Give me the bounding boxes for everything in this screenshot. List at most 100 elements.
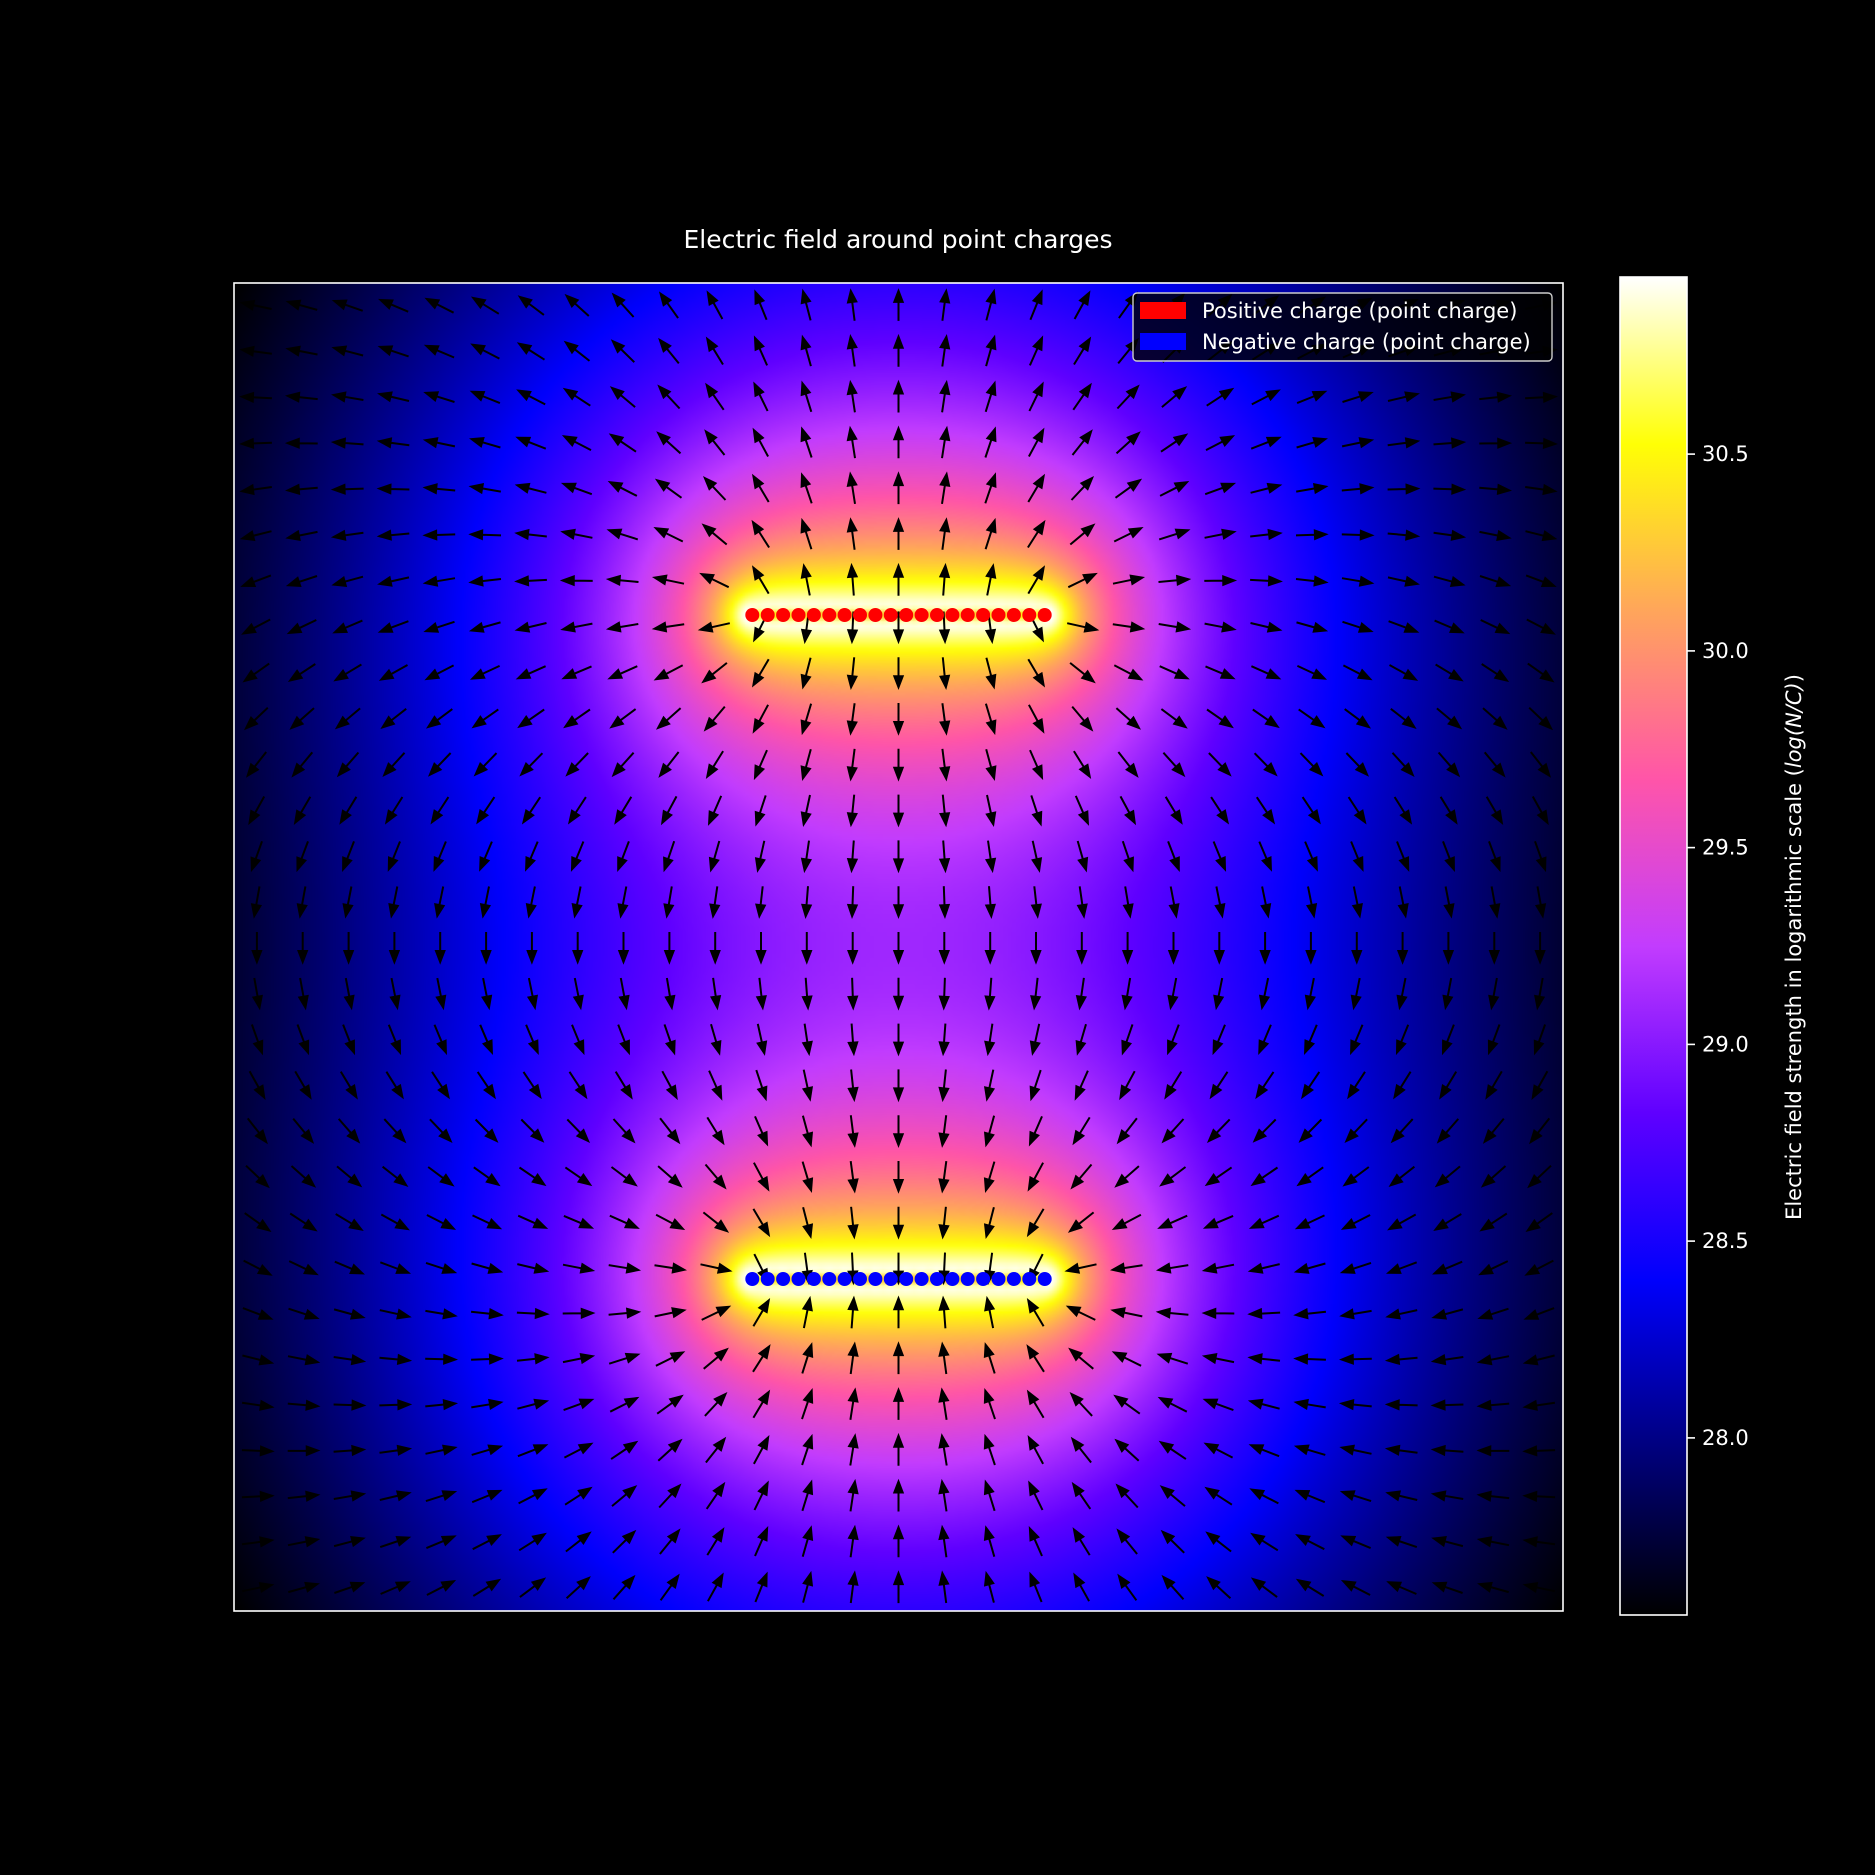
field-arrow <box>1072 1527 1091 1556</box>
field-arrow <box>423 391 455 403</box>
field-arrow <box>1430 1490 1464 1502</box>
field-arrow <box>663 932 676 965</box>
field-arrow <box>984 472 997 504</box>
field-arrow <box>288 1307 320 1320</box>
field-arrow <box>984 517 997 550</box>
field-arrow <box>892 288 905 321</box>
field-arrow <box>296 1024 310 1056</box>
field-arrow <box>655 1351 686 1367</box>
field-arrow <box>522 1071 542 1100</box>
field-arrow <box>1251 389 1281 406</box>
field-arrow <box>654 1262 687 1274</box>
field-arrow <box>706 1527 725 1556</box>
field-arrow <box>1389 664 1419 681</box>
field-arrow <box>609 1214 640 1229</box>
field-arrow <box>983 1161 996 1193</box>
field-arrow <box>892 379 905 413</box>
field-arrow <box>939 794 951 828</box>
field-arrow <box>1526 618 1556 635</box>
positive-charge-point <box>976 608 991 622</box>
field-arrow <box>1432 1260 1463 1275</box>
field-arrow <box>516 1307 550 1320</box>
field-arrow <box>847 1387 859 1420</box>
field-arrow <box>1115 707 1142 730</box>
field-arrow <box>846 703 858 736</box>
field-arrow <box>1534 977 1546 1011</box>
field-arrow <box>706 1116 725 1146</box>
field-arrow <box>1067 572 1098 589</box>
field-arrow <box>705 1436 727 1464</box>
field-arrow <box>1430 1444 1464 1457</box>
field-arrow <box>333 1354 367 1366</box>
field-arrow <box>517 1262 550 1274</box>
field-arrow <box>801 886 813 920</box>
field-arrow <box>1522 1445 1556 1457</box>
field-arrow <box>660 795 678 826</box>
field-arrow <box>612 1118 636 1144</box>
field-arrow <box>379 1308 412 1320</box>
field-arrow <box>239 437 272 450</box>
field-arrow <box>658 337 680 365</box>
field-arrow <box>241 1490 275 1502</box>
field-arrow <box>239 483 272 496</box>
field-arrow <box>1248 1444 1280 1458</box>
positive-charge-point <box>806 608 821 622</box>
field-arrow <box>1114 1438 1140 1462</box>
field-arrow <box>657 384 681 410</box>
field-arrow <box>847 1295 859 1329</box>
field-arrow <box>1387 1213 1417 1231</box>
field-arrow <box>563 1214 595 1229</box>
field-arrow <box>331 575 364 587</box>
field-arrow <box>938 1115 950 1148</box>
field-arrow <box>425 1308 458 1320</box>
field-arrow <box>1160 708 1188 729</box>
field-arrow <box>1114 1165 1140 1188</box>
field-arrow <box>752 704 769 734</box>
field-arrow <box>1341 483 1375 495</box>
field-arrow <box>984 1023 996 1057</box>
field-arrow <box>1027 519 1046 549</box>
field-arrow <box>1442 932 1455 965</box>
field-arrow <box>433 1024 447 1056</box>
field-arrow <box>1485 1070 1503 1100</box>
field-arrow <box>708 1070 723 1101</box>
field-arrow <box>517 1214 549 1229</box>
field-arrow <box>608 1352 641 1365</box>
field-arrow <box>800 657 812 690</box>
field-arrow <box>1117 751 1139 778</box>
field-arrow <box>1250 528 1283 541</box>
field-arrow <box>387 1024 402 1056</box>
field-arrow <box>1525 1212 1553 1233</box>
field-arrow <box>892 1023 905 1057</box>
field-arrow <box>1070 1436 1092 1464</box>
negative-charge-point <box>806 1272 821 1286</box>
field-arrow <box>1304 977 1316 1011</box>
field-arrow <box>939 471 951 505</box>
field-arrow <box>564 1486 593 1506</box>
field-arrow <box>1114 478 1143 499</box>
field-arrow <box>1119 1070 1136 1101</box>
field-arrow <box>892 1206 905 1240</box>
field-arrow <box>1073 336 1092 366</box>
field-arrow <box>755 886 767 919</box>
field-arrow <box>1441 1024 1455 1056</box>
field-arrow <box>1208 752 1232 777</box>
field-arrow <box>801 1479 814 1512</box>
field-arrow <box>983 1479 996 1512</box>
field-arrow <box>242 1354 275 1366</box>
field-arrow <box>1433 529 1467 541</box>
field-arrow <box>1488 841 1501 873</box>
field-arrow <box>1477 1307 1509 1320</box>
field-arrow <box>1026 1344 1045 1373</box>
field-arrow <box>1523 1307 1555 1320</box>
field-arrow <box>802 1570 814 1603</box>
field-arrow <box>377 345 409 358</box>
field-arrow <box>1073 750 1092 779</box>
field-arrow <box>1030 795 1043 827</box>
field-arrow <box>572 932 584 965</box>
field-arrow <box>343 977 355 1011</box>
field-arrow <box>1248 1214 1280 1229</box>
field-arrow <box>892 1432 905 1466</box>
field-arrow <box>1525 483 1558 496</box>
field-arrow <box>1204 574 1238 587</box>
